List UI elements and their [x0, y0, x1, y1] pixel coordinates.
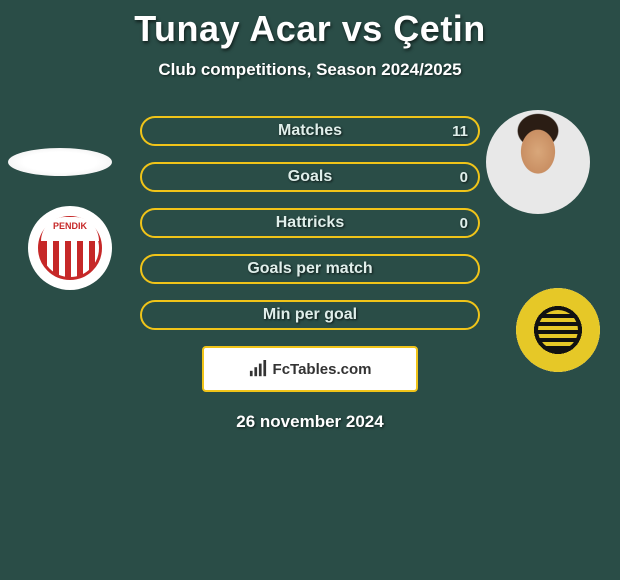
- comparison-panel: Matches 11 Goals 0 Hattricks 0 Goals per…: [0, 110, 620, 432]
- bar-chart-icon: [249, 360, 267, 378]
- stat-label: Goals: [288, 168, 332, 186]
- page-title: Tunay Acar vs Çetin: [0, 0, 620, 50]
- ankaragucu-badge-icon: [516, 288, 600, 372]
- stat-value-right: 11: [452, 123, 468, 140]
- stat-label: Matches: [278, 122, 342, 140]
- stat-row-hattricks: Hattricks 0: [140, 208, 480, 238]
- stat-value-right: 0: [460, 169, 468, 186]
- stat-row-goals: Goals 0: [140, 162, 480, 192]
- stat-row-matches: Matches 11: [140, 116, 480, 146]
- stat-label: Goals per match: [247, 260, 372, 278]
- stat-row-min-per-goal: Min per goal: [140, 300, 480, 330]
- date-label: 26 november 2024: [0, 412, 620, 432]
- club-badge-right: [516, 288, 600, 372]
- page-subtitle: Club competitions, Season 2024/2025: [0, 60, 620, 80]
- club-badge-left: [28, 206, 112, 290]
- portrait-icon: [486, 110, 590, 214]
- player-photo-left: [8, 148, 112, 176]
- pendik-badge-icon: [38, 216, 102, 280]
- stat-label: Hattricks: [276, 214, 344, 232]
- brand-box[interactable]: FcTables.com: [202, 346, 418, 392]
- badge-core-icon: [538, 310, 578, 350]
- stat-label: Min per goal: [263, 306, 357, 324]
- stat-value-right: 0: [460, 215, 468, 232]
- stats-list: Matches 11 Goals 0 Hattricks 0 Goals per…: [140, 110, 480, 330]
- brand-text: FcTables.com: [273, 361, 372, 378]
- stat-row-goals-per-match: Goals per match: [140, 254, 480, 284]
- player-photo-right: [486, 110, 590, 214]
